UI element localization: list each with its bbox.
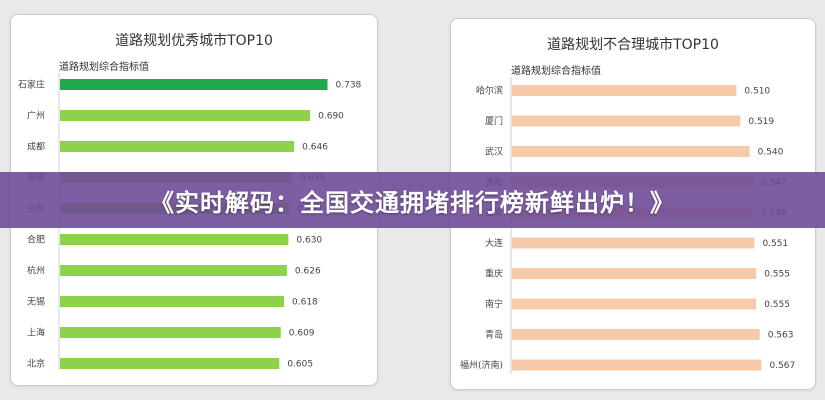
value-label: 0.618: [292, 298, 318, 308]
chart-title: 道路规划不合理城市TOP10: [547, 36, 719, 53]
bar: [60, 296, 285, 307]
bar: [60, 234, 289, 245]
value-label: 0.646: [302, 143, 328, 153]
chart-title: 道路规划优秀城市TOP10: [115, 32, 273, 49]
value-label: 0.555: [764, 300, 790, 310]
value-label: 0.519: [748, 117, 774, 127]
bar: [60, 265, 287, 276]
bar: [512, 329, 760, 340]
value-label: 0.605: [287, 360, 313, 370]
value-label: 0.555: [764, 270, 790, 280]
value-label: 0.690: [318, 112, 344, 122]
category-label: 广州: [27, 110, 45, 122]
bar: [512, 146, 750, 157]
category-label: 无锡: [27, 297, 45, 308]
headline-banner: 《实时解码：全国交通拥堵排行榜新鲜出炉！》: [0, 172, 825, 228]
banner-text: 《实时解码：全国交通拥堵排行榜新鲜出炉！》: [150, 188, 675, 217]
value-label: 0.551: [762, 239, 788, 249]
category-label: 福州(济南): [460, 359, 503, 371]
category-label: 哈尔滨: [476, 85, 503, 97]
category-label: 合肥: [27, 234, 45, 246]
bar: [512, 359, 762, 371]
category-label: 北京: [27, 358, 45, 370]
bar: [512, 298, 757, 310]
value-label: 0.567: [769, 361, 795, 371]
category-label: 大连: [485, 237, 503, 249]
category-label: 南宁: [485, 298, 503, 310]
series-name: 道路规划综合指标值: [59, 60, 149, 73]
category-label: 上海: [27, 327, 45, 339]
value-label: 0.510: [744, 87, 770, 97]
category-label: 石家庄: [18, 79, 45, 91]
bar: [60, 327, 281, 338]
bar: [60, 79, 328, 90]
top-cities-bar-chart: 道路规划优秀城市TOP10 道路规划综合指标值 石家庄 0.738 广州 0.690 成…: [18, 32, 362, 370]
category-label: 重庆: [485, 268, 503, 280]
bar: [512, 237, 755, 249]
value-label: 0.609: [289, 329, 315, 339]
category-label: 武汉: [485, 146, 503, 158]
category-label: 杭州: [27, 265, 45, 277]
series-name: 道路规划综合指标值: [511, 64, 601, 77]
bar: [512, 115, 741, 127]
bar: [60, 358, 280, 369]
value-label: 0.563: [768, 331, 794, 341]
category-label: 厦门: [485, 115, 503, 127]
category-label: 成都: [27, 141, 45, 153]
bar: [512, 268, 757, 279]
value-label: 0.626: [295, 267, 321, 277]
bar: [60, 141, 295, 152]
value-label: 0.630: [296, 236, 322, 246]
bar: [512, 85, 737, 96]
bar: [60, 110, 311, 121]
value-label: 0.540: [758, 148, 784, 158]
category-label: 青岛: [485, 329, 503, 341]
value-label: 0.738: [336, 81, 362, 91]
